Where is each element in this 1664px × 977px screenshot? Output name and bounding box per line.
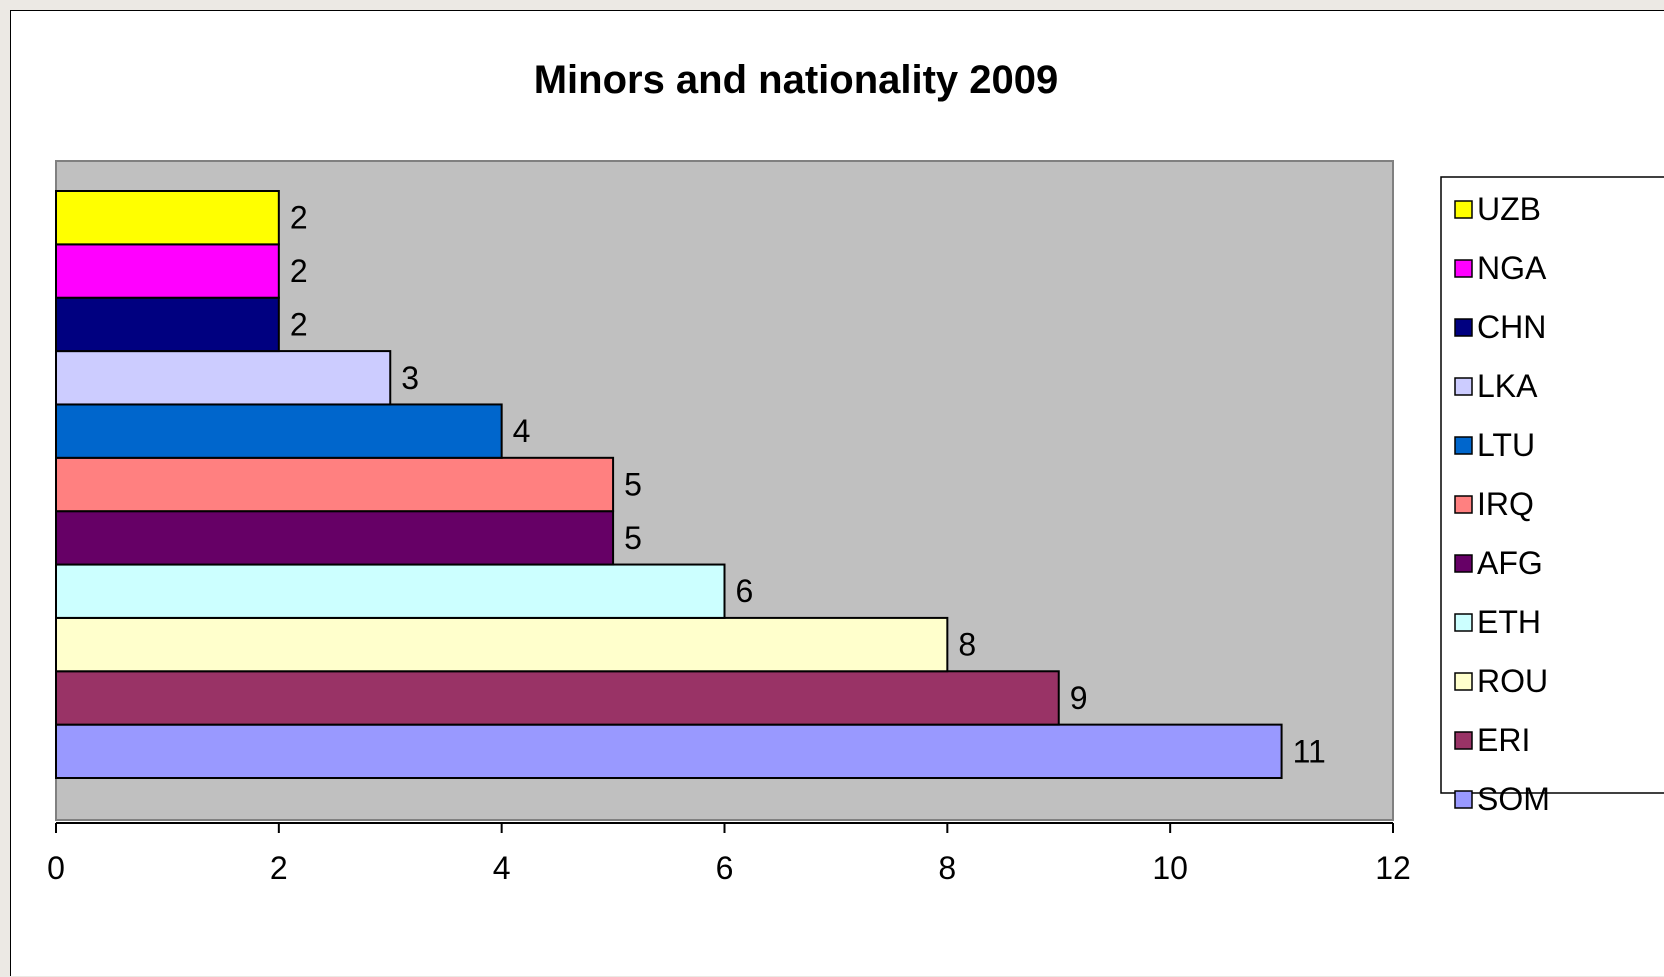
- legend-swatch-chn: [1454, 318, 1473, 337]
- data-label-lka: 3: [401, 360, 419, 396]
- x-tick-label: 6: [716, 850, 734, 886]
- legend-label-som: SOM: [1477, 781, 1550, 817]
- x-tick-label: 10: [1152, 850, 1188, 886]
- x-axis: 0 2 4 6 8 10 12: [47, 822, 1411, 886]
- x-tick-label: 0: [47, 850, 65, 886]
- data-label-irq: 5: [624, 467, 642, 503]
- legend-swatch-nga: [1454, 259, 1473, 278]
- legend-label-afg: AFG: [1477, 545, 1543, 581]
- data-label-ltu: 4: [513, 413, 531, 449]
- data-labels-layer: 11 9 8 6 5 5 4 3 2 2 2: [290, 200, 1326, 770]
- bar-uzb: [55, 190, 280, 246]
- legend-label-lka: LKA: [1477, 368, 1538, 404]
- chart-frame: Minors and nationality 2009 11 9 8 6 5 5 4 3 2 2 2…: [10, 10, 1664, 976]
- legend-label-uzb: UZB: [1477, 191, 1541, 227]
- legend-label-irq: IRQ: [1477, 486, 1534, 522]
- data-label-uzb: 2: [290, 200, 308, 236]
- legend-swatch-uzb: [1454, 200, 1473, 219]
- data-label-som: 11: [1293, 733, 1326, 769]
- legend-swatch-afg: [1454, 554, 1473, 573]
- legend-swatch-som: [1454, 790, 1473, 809]
- chart-title: Minors and nationality 2009: [534, 58, 1059, 102]
- bar-lka: [55, 350, 392, 406]
- bar-nga: [55, 243, 280, 299]
- bar-som: [55, 723, 1283, 779]
- data-label-nga: 2: [290, 253, 308, 289]
- legend: UZB NGA CHN LKA LTU IRQ AFG ETH ROU ERI SOM: [1440, 176, 1664, 817]
- bar-eri: [55, 670, 1060, 726]
- x-tick-label: 8: [938, 850, 956, 886]
- data-label-rou: 8: [958, 627, 976, 663]
- bar-chart: Minors and nationality 2009 11 9 8 6 5 5 4 3 2 2 2…: [47, 58, 1664, 886]
- legend-swatch-eri: [1454, 731, 1473, 750]
- legend-label-nga: NGA: [1477, 250, 1547, 286]
- bar-rou: [55, 616, 949, 673]
- bar-eth: [55, 563, 726, 619]
- data-label-eth: 6: [736, 573, 754, 609]
- legend-label-eth: ETH: [1477, 604, 1541, 640]
- legend-label-chn: CHN: [1477, 309, 1546, 345]
- legend-swatch-eth: [1454, 613, 1473, 632]
- data-label-chn: 2: [290, 306, 308, 342]
- x-tick-label: 4: [493, 850, 511, 886]
- legend-label-eri: ERI: [1477, 722, 1530, 758]
- bar-irq: [55, 456, 615, 513]
- legend-label-ltu: LTU: [1477, 427, 1535, 463]
- legend-swatch-lka: [1454, 377, 1473, 396]
- legend-box: [1440, 176, 1664, 794]
- legend-swatch-irq: [1454, 495, 1473, 514]
- x-tick-label: 12: [1375, 850, 1411, 886]
- legend-label-rou: ROU: [1477, 663, 1548, 699]
- legend-swatch-rou: [1454, 672, 1473, 691]
- legend-swatch-ltu: [1454, 436, 1473, 455]
- bars-layer: [55, 190, 1283, 779]
- bar-afg: [55, 510, 615, 566]
- bar-chn: [55, 296, 280, 353]
- data-label-afg: 5: [624, 520, 642, 556]
- bar-ltu: [55, 403, 503, 459]
- x-tick-label: 2: [270, 850, 288, 886]
- data-label-eri: 9: [1070, 680, 1088, 716]
